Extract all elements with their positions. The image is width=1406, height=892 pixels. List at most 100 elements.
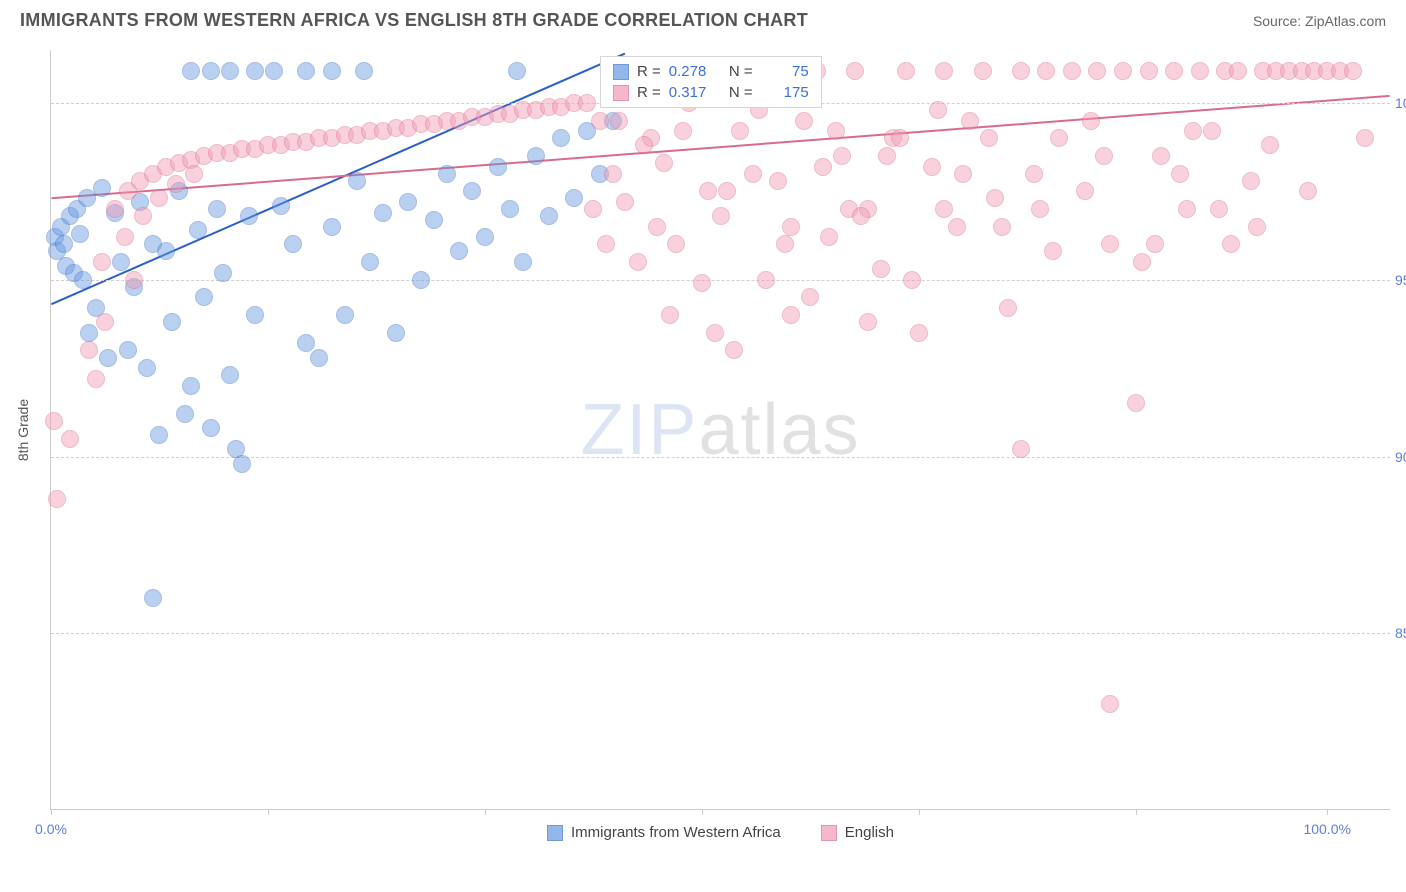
- x-tick: [485, 809, 486, 815]
- data-point: [240, 207, 258, 225]
- data-point: [45, 412, 63, 430]
- data-point: [769, 172, 787, 190]
- data-point: [463, 182, 481, 200]
- data-point: [999, 299, 1017, 317]
- data-point: [208, 200, 226, 218]
- data-point: [578, 94, 596, 112]
- data-point: [897, 62, 915, 80]
- data-point: [1095, 147, 1113, 165]
- data-point: [597, 235, 615, 253]
- source-link[interactable]: ZipAtlas.com: [1305, 13, 1386, 29]
- data-point: [514, 253, 532, 271]
- data-point: [1133, 253, 1151, 271]
- data-point: [1191, 62, 1209, 80]
- x-tick: [1327, 809, 1328, 815]
- data-point: [195, 288, 213, 306]
- data-point: [859, 313, 877, 331]
- data-point: [221, 366, 239, 384]
- x-tick: [51, 809, 52, 815]
- data-point: [246, 62, 264, 80]
- data-point: [712, 207, 730, 225]
- data-point: [1044, 242, 1062, 260]
- data-point: [706, 324, 724, 342]
- data-point: [425, 211, 443, 229]
- source-attribution: Source: ZipAtlas.com: [1253, 13, 1386, 29]
- y-axis-label: 8th Grade: [15, 398, 31, 460]
- data-point: [74, 271, 92, 289]
- data-point: [189, 221, 207, 239]
- data-point: [106, 200, 124, 218]
- data-point: [476, 228, 494, 246]
- data-point: [648, 218, 666, 236]
- data-point: [93, 179, 111, 197]
- data-point: [119, 341, 137, 359]
- data-point: [1031, 200, 1049, 218]
- data-point: [1261, 136, 1279, 154]
- stats-n-value: 75: [761, 63, 809, 80]
- gridline-horizontal: [51, 280, 1390, 281]
- data-point: [163, 313, 181, 331]
- x-tick: [702, 809, 703, 815]
- data-point: [833, 147, 851, 165]
- data-point: [1037, 62, 1055, 80]
- data-point: [99, 349, 117, 367]
- data-point: [125, 271, 143, 289]
- stats-r-value: 0.278: [669, 63, 717, 80]
- data-point: [795, 112, 813, 130]
- data-point: [852, 207, 870, 225]
- data-point: [974, 62, 992, 80]
- data-point: [1025, 165, 1043, 183]
- data-point: [878, 147, 896, 165]
- data-point: [265, 62, 283, 80]
- watermark: ZIPatlas: [580, 389, 860, 471]
- data-point: [1229, 62, 1247, 80]
- data-point: [731, 122, 749, 140]
- data-point: [501, 200, 519, 218]
- data-point: [412, 271, 430, 289]
- data-point: [827, 122, 845, 140]
- data-point: [718, 182, 736, 200]
- data-point: [693, 274, 711, 292]
- stats-n-value: 175: [761, 84, 809, 101]
- gridline-horizontal: [51, 633, 1390, 634]
- data-point: [1299, 182, 1317, 200]
- data-point: [272, 197, 290, 215]
- stats-box: R = 0.278 N = 75R = 0.317 N = 175: [600, 56, 822, 108]
- data-point: [214, 264, 232, 282]
- data-point: [661, 306, 679, 324]
- scatter-chart: 8th Grade ZIPatlas Immigrants from Weste…: [50, 50, 1390, 810]
- data-point: [48, 490, 66, 508]
- data-point: [782, 218, 800, 236]
- data-point: [185, 165, 203, 183]
- data-point: [80, 341, 98, 359]
- data-point: [540, 207, 558, 225]
- y-tick-label: 95.0%: [1395, 272, 1406, 288]
- stats-row: R = 0.278 N = 75: [601, 61, 821, 82]
- data-point: [604, 165, 622, 183]
- data-point: [527, 147, 545, 165]
- data-point: [980, 129, 998, 147]
- data-point: [150, 189, 168, 207]
- data-point: [744, 165, 762, 183]
- y-tick-label: 100.0%: [1395, 95, 1406, 111]
- data-point: [1050, 129, 1068, 147]
- data-point: [93, 253, 111, 271]
- data-point: [176, 405, 194, 423]
- legend-item: English: [821, 824, 894, 841]
- data-point: [1082, 112, 1100, 130]
- data-point: [591, 112, 609, 130]
- data-point: [61, 430, 79, 448]
- x-tick-label: 0.0%: [35, 821, 67, 837]
- data-point: [1344, 62, 1362, 80]
- data-point: [150, 426, 168, 444]
- data-point: [1178, 200, 1196, 218]
- data-point: [757, 271, 775, 289]
- data-point: [323, 218, 341, 236]
- data-point: [1165, 62, 1183, 80]
- x-tick: [919, 809, 920, 815]
- data-point: [565, 189, 583, 207]
- data-point: [1101, 695, 1119, 713]
- data-point: [910, 324, 928, 342]
- stats-r-label: R =: [637, 84, 661, 101]
- data-point: [157, 242, 175, 260]
